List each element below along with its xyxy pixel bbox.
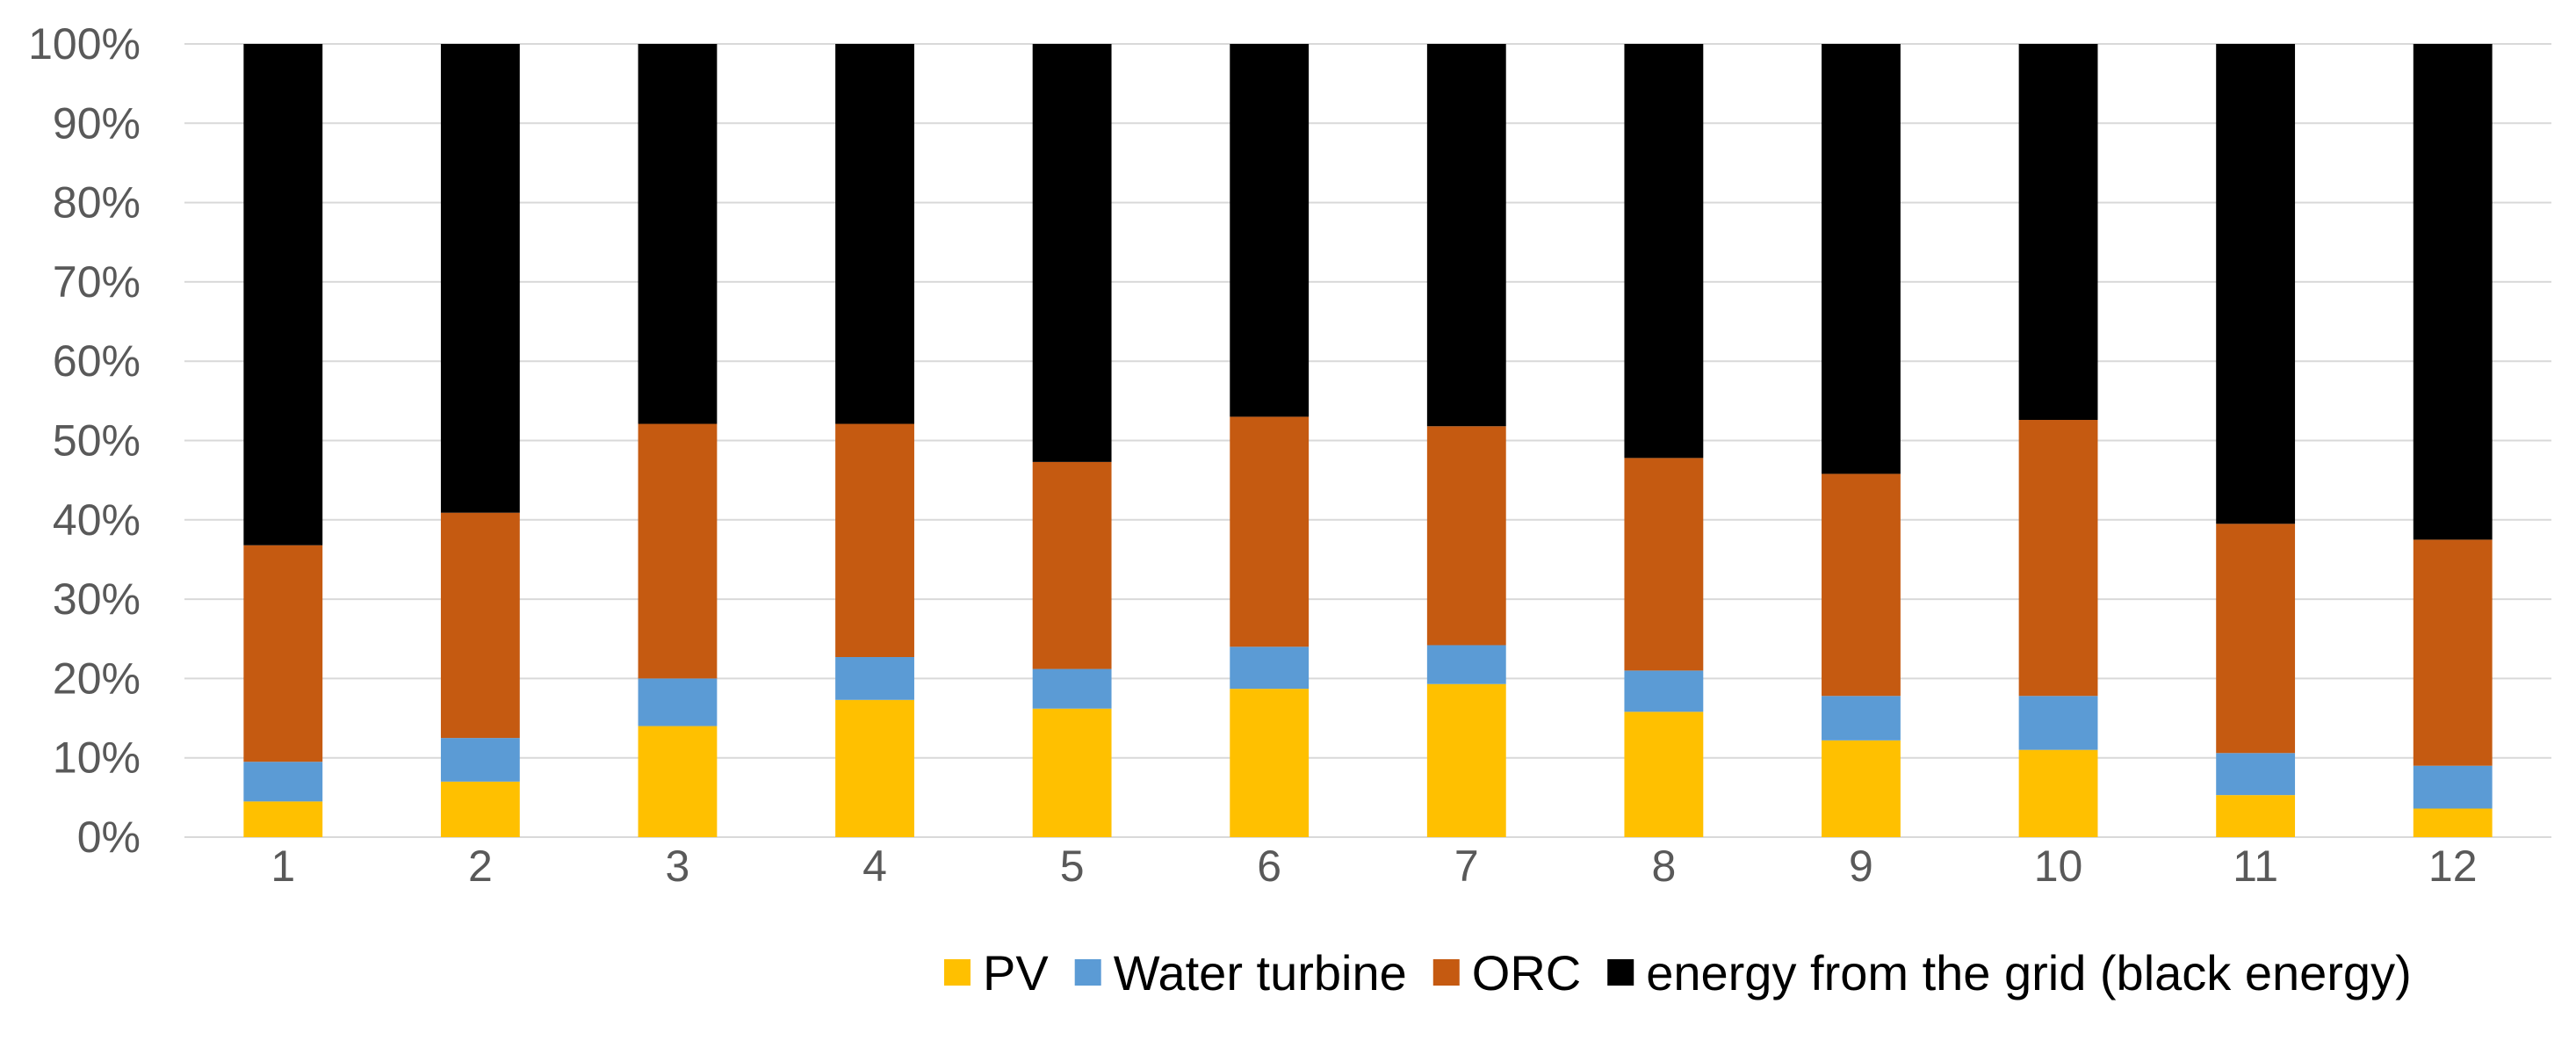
bar-segment-energy xyxy=(1032,44,1112,462)
legend: PV Water turbine ORC energy from the grid (… xyxy=(944,945,2412,1001)
y-tick-label: 50% xyxy=(53,416,141,466)
x-axis-ticks: 1 2 3 4 5 6 7 8 9 10 11 12 xyxy=(271,842,2477,891)
x-tick-label: 5 xyxy=(1060,842,1085,891)
bar-segment-water xyxy=(1230,647,1310,690)
y-tick-label: 0% xyxy=(77,813,141,862)
bar-segment-pv xyxy=(2018,749,2098,837)
bar-segment-pv xyxy=(1230,689,1310,837)
bar-segment-energy xyxy=(1822,44,1901,474)
bar-segment-energy xyxy=(835,44,914,424)
bar-segment-pv xyxy=(835,699,914,837)
x-tick-label: 7 xyxy=(1454,842,1479,891)
x-tick-label: 12 xyxy=(2428,842,2478,891)
bar-segment-pv xyxy=(638,726,718,837)
bar-segment-energy xyxy=(1230,44,1310,417)
y-tick-label: 40% xyxy=(53,495,141,545)
x-tick-label: 8 xyxy=(1651,842,1676,891)
bars xyxy=(243,44,2493,837)
y-tick-label: 30% xyxy=(53,574,141,624)
legend-swatch xyxy=(1074,959,1101,986)
bar-segment-energy xyxy=(1624,44,1704,459)
bar-segment-water xyxy=(440,738,520,782)
legend-label: ORC xyxy=(1472,945,1581,1001)
bar-segment-water xyxy=(1624,670,1704,712)
bar-segment-water xyxy=(2413,765,2493,809)
gridlines xyxy=(184,43,2551,838)
bar-segment-orc xyxy=(2413,539,2493,766)
bar-segment-orc xyxy=(1426,426,1506,646)
x-tick-label: 11 xyxy=(2233,842,2278,891)
y-axis-ticks: 0% 10% 20% 30% 40% 50% 60% 70% 80% 90% 100% xyxy=(28,19,141,862)
bar-segment-pv xyxy=(1032,708,1112,837)
legend-swatch xyxy=(1432,959,1460,986)
x-tick-label: 2 xyxy=(468,842,493,891)
bar-segment-water xyxy=(638,678,718,726)
x-tick-label: 3 xyxy=(666,842,690,891)
x-tick-label: 9 xyxy=(1849,842,1873,891)
x-tick-label: 6 xyxy=(1257,842,1281,891)
bar-segment-pv xyxy=(1426,683,1506,837)
bar-segment-pv xyxy=(440,781,520,837)
bar-segment-energy xyxy=(1426,44,1506,427)
bar-segment-pv xyxy=(243,801,323,837)
bar-segment-energy xyxy=(2018,44,2098,421)
bar-segment-water xyxy=(2216,753,2296,796)
bar-segment-orc xyxy=(835,423,914,658)
bar-segment-orc xyxy=(1822,473,1901,697)
bar-segment-orc xyxy=(440,512,520,739)
bar-segment-energy xyxy=(2216,44,2296,524)
y-tick-label: 70% xyxy=(53,257,141,307)
bar-segment-pv xyxy=(1822,740,1901,837)
y-tick-label: 60% xyxy=(53,336,141,386)
bar-segment-pv xyxy=(2216,795,2296,837)
bar-segment-orc xyxy=(1032,461,1112,669)
bar-segment-energy xyxy=(440,44,520,513)
y-tick-label: 90% xyxy=(53,98,141,148)
y-tick-label: 20% xyxy=(53,654,141,703)
bar-segment-water xyxy=(1426,645,1506,684)
bar-segment-water xyxy=(1822,696,1901,741)
x-tick-label: 4 xyxy=(862,842,887,891)
bar-segment-orc xyxy=(1624,458,1704,671)
bar-segment-energy xyxy=(638,44,718,424)
bar-segment-water xyxy=(1032,668,1112,709)
legend-swatch xyxy=(1607,959,1634,986)
bar-segment-orc xyxy=(1230,416,1310,647)
bar-segment-orc xyxy=(2216,524,2296,754)
bar-segment-energy xyxy=(243,44,323,545)
legend-swatch xyxy=(944,959,971,986)
bar-segment-water xyxy=(2018,696,2098,750)
legend-label: energy from the grid (black energy) xyxy=(1646,945,2412,1001)
bar-segment-orc xyxy=(638,423,718,679)
bar-segment-orc xyxy=(243,545,323,762)
legend-label: Water turbine xyxy=(1114,945,1407,1001)
y-tick-label: 80% xyxy=(53,178,141,228)
bar-segment-pv xyxy=(1624,712,1704,837)
bar-segment-water xyxy=(835,657,914,700)
bar-segment-pv xyxy=(2413,808,2493,837)
x-tick-label: 1 xyxy=(271,842,295,891)
bar-segment-energy xyxy=(2413,44,2493,540)
y-tick-label: 10% xyxy=(53,733,141,783)
x-tick-label: 10 xyxy=(2034,842,2083,891)
y-tick-label: 100% xyxy=(28,19,141,69)
bar-segment-water xyxy=(243,762,323,802)
bar-segment-orc xyxy=(2018,420,2098,697)
legend-label: PV xyxy=(983,945,1049,1001)
